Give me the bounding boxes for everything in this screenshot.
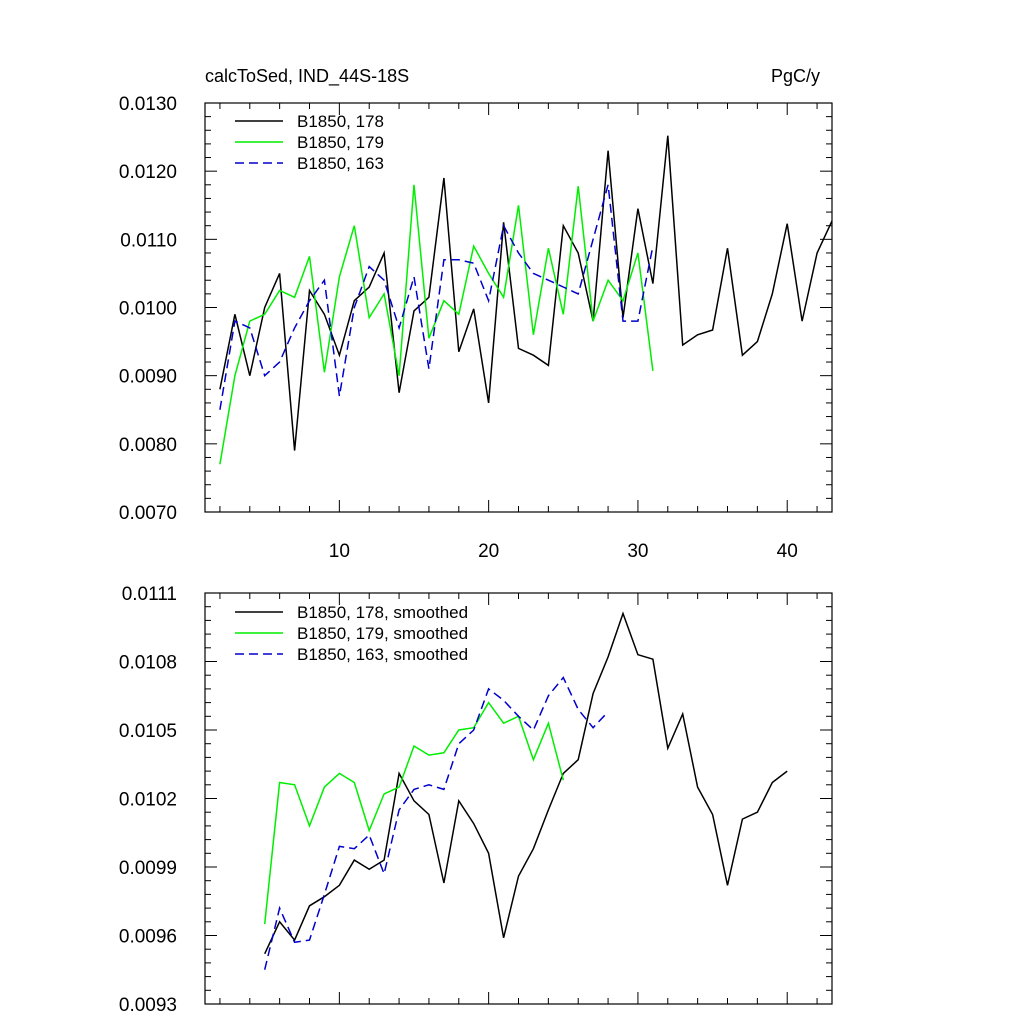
- series-line-0: [219, 135, 833, 451]
- y-tick-label: 0.0110: [120, 230, 177, 251]
- legend-label-0: B1850, 178, smoothed: [297, 603, 468, 622]
- series-line-1: [263, 701, 565, 925]
- y-tick-label: 0.0102: [119, 790, 177, 811]
- x-tick-label: 30: [627, 541, 648, 562]
- y-tick-label: 0.0070: [119, 503, 177, 524]
- x-tick-label: 20: [478, 541, 499, 562]
- top-panel: calcToSed, IND_44S-18S PgC/y 0.0070 0.008…: [119, 66, 833, 562]
- series-line-0: [264, 611, 788, 955]
- top-panel-title-right: PgC/y: [771, 66, 820, 86]
- legend-label-0: B1850, 178: [297, 112, 384, 131]
- y-tick-label: 0.0090: [119, 367, 177, 388]
- y-tick-label: 0.0120: [119, 162, 177, 183]
- series-line-2: [263, 676, 609, 970]
- legend-label-2: B1850, 163, smoothed: [297, 645, 468, 664]
- y-tick-label: 0.0130: [119, 94, 177, 115]
- series-line-1: [219, 184, 654, 465]
- top-panel-title-left: calcToSed, IND_44S-18S: [205, 66, 409, 87]
- legend-label-1: B1850, 179, smoothed: [297, 624, 468, 643]
- y-tick-label: 0.0080: [119, 435, 177, 456]
- series-line-2: [219, 184, 654, 410]
- y-tick-label: 0.0096: [119, 927, 177, 948]
- y-tick-label: 0.0108: [119, 653, 177, 674]
- x-tick-label: 40: [777, 541, 798, 562]
- y-tick-label: 0.0111: [122, 584, 177, 605]
- y-tick-label: 0.0100: [119, 299, 177, 320]
- legend-label-1: B1850, 179: [297, 133, 384, 152]
- y-tick-label: 0.0093: [119, 995, 177, 1016]
- x-tick-label: 10: [329, 541, 350, 562]
- y-tick-label: 0.0105: [119, 721, 177, 742]
- legend-label-2: B1850, 163: [297, 154, 384, 173]
- bottom-panel: 0.0093 0.0096 0.0099 0.0102 0.0105 0.0108 0.01…: [119, 584, 833, 1016]
- y-tick-label: 0.0099: [119, 858, 177, 879]
